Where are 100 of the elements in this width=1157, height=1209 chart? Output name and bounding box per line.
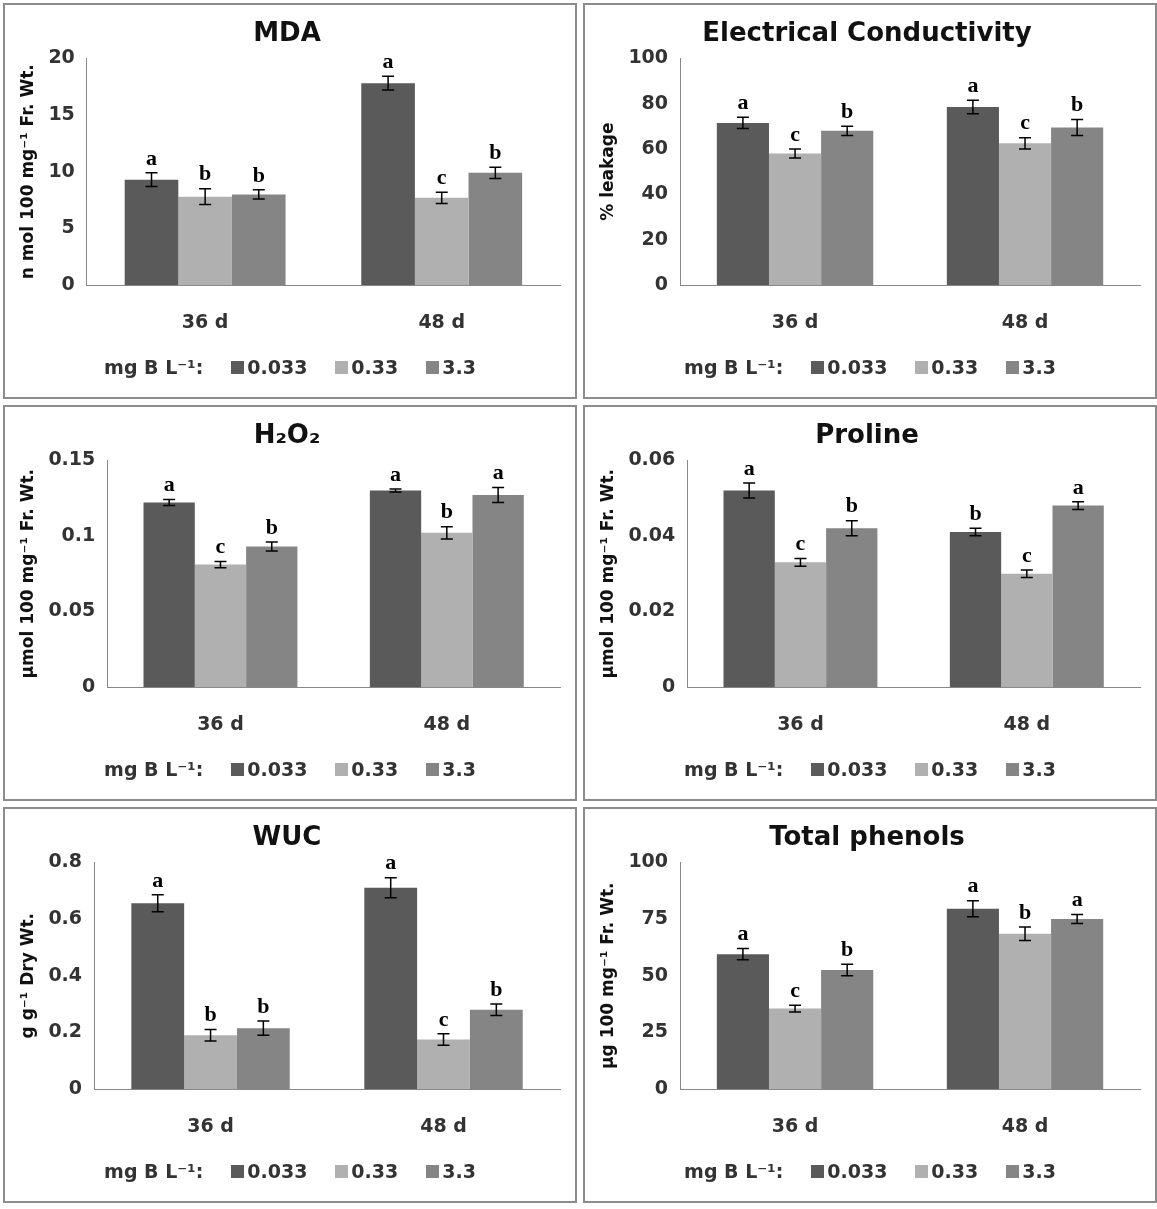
y-tick-label: 10 <box>48 158 75 181</box>
y-tick-label: 0.05 <box>48 598 96 621</box>
legend-title: mg B L⁻¹: <box>684 356 784 378</box>
y-tick-label: 0.02 <box>628 598 676 621</box>
data-label: b <box>1018 898 1032 924</box>
data-label: c <box>790 976 801 1002</box>
data-label: c <box>1021 541 1032 567</box>
data-label: b <box>252 161 265 187</box>
y-tick-label: 0 <box>61 272 75 295</box>
y-axis-title: % leakage <box>596 122 617 221</box>
y-tick-label: 0.1 <box>61 522 96 545</box>
data-label: a <box>1072 473 1084 499</box>
bar <box>361 83 415 286</box>
y-tick-label: 100 <box>628 45 669 68</box>
legend-label: 0.33 <box>351 758 399 780</box>
data-label: a <box>382 48 394 74</box>
x-tick-label: 48 d <box>418 309 466 332</box>
bar <box>178 196 232 286</box>
chart-title: WUC <box>252 821 322 852</box>
data-label: a <box>146 144 158 170</box>
y-tick-label: 0.15 <box>48 447 96 470</box>
chart-title: Proline <box>815 419 919 450</box>
y-tick-label: 15 <box>48 101 75 124</box>
data-label: b <box>489 138 502 164</box>
y-tick-label: 0 <box>662 674 676 697</box>
y-tick-label: 0 <box>654 1076 669 1099</box>
data-label: b <box>440 498 453 524</box>
x-tick-label: 36 d <box>187 1113 234 1136</box>
x-tick-label: 36 d <box>197 711 244 734</box>
bar <box>716 122 769 286</box>
bar <box>998 143 1052 286</box>
data-label: a <box>1071 886 1083 912</box>
data-label: c <box>1020 109 1031 135</box>
data-label: c <box>438 1005 449 1031</box>
bar <box>768 153 822 286</box>
bar <box>421 532 473 688</box>
legend-label: 0.033 <box>827 1160 888 1182</box>
legend-label: 3.3 <box>1022 1160 1056 1182</box>
y-tick-label: 0.2 <box>48 1019 83 1042</box>
y-axis-title: µmol 100 mg⁻¹ Fr. Wt. <box>596 468 617 679</box>
bar <box>417 1039 470 1090</box>
legend-label: 3.3 <box>1022 758 1056 780</box>
bar <box>723 490 775 688</box>
data-label: b <box>204 1001 217 1027</box>
y-tick-label: 0 <box>654 272 669 295</box>
legend-label: 3.3 <box>1022 356 1056 378</box>
data-label: a <box>737 920 749 946</box>
bar <box>184 1035 237 1090</box>
data-label: a <box>492 459 504 485</box>
data-label: b <box>257 992 270 1018</box>
legend-title: mg B L⁻¹: <box>104 1160 204 1182</box>
bar <box>949 532 1002 688</box>
y-tick-label: 60 <box>641 135 669 158</box>
data-label: b <box>841 936 854 962</box>
legend-title: mg B L⁻¹: <box>684 1160 784 1182</box>
y-tick-label: 20 <box>48 45 75 68</box>
y-tick-label: 50 <box>641 962 669 985</box>
x-tick-label: 48 d <box>1003 711 1051 734</box>
data-label: b <box>969 499 982 525</box>
legend-label: 0.33 <box>931 758 979 780</box>
legend-label: 0.033 <box>247 758 308 780</box>
data-label: c <box>215 533 226 559</box>
x-tick-label: 36 d <box>771 1113 819 1136</box>
bar <box>131 903 185 1090</box>
data-label: b <box>199 160 212 186</box>
y-tick-label: 0 <box>68 1076 83 1099</box>
x-tick-label: 36 d <box>777 711 824 734</box>
legend-label: 0.33 <box>351 1160 399 1182</box>
y-tick-label: 0.8 <box>48 849 83 872</box>
bar <box>946 908 999 1090</box>
bar <box>716 954 769 1090</box>
y-tick-label: 0.06 <box>628 447 676 470</box>
legend-label: 0.033 <box>247 356 308 378</box>
data-label: c <box>436 163 447 189</box>
data-label: a <box>737 88 749 114</box>
bar <box>998 933 1052 1090</box>
x-tick-label: 48 d <box>423 711 471 734</box>
data-label: b <box>1071 91 1084 117</box>
bar <box>124 179 179 286</box>
legend-label: 0.33 <box>931 356 979 378</box>
chart-title: Total phenols <box>769 821 965 852</box>
bar <box>414 197 469 286</box>
data-label: a <box>385 849 397 875</box>
legend-label: 3.3 <box>442 1160 476 1182</box>
data-label: a <box>967 71 979 97</box>
y-axis-title: µmol 100 mg⁻¹ Fr. Wt. <box>16 468 37 679</box>
data-label: b <box>845 492 858 518</box>
x-tick-label: 36 d <box>181 309 229 332</box>
data-label: a <box>743 454 755 480</box>
data-label: b <box>265 513 278 539</box>
data-label: a <box>967 872 979 898</box>
legend-label: 3.3 <box>442 758 476 780</box>
bar <box>946 107 999 286</box>
x-tick-label: 48 d <box>1001 309 1049 332</box>
legend-label: 0.33 <box>931 1160 979 1182</box>
legend-title: mg B L⁻¹: <box>104 758 204 780</box>
y-axis-title: g g⁻¹ Dry Wt. <box>16 912 37 1039</box>
x-tick-label: 48 d <box>1001 1113 1049 1136</box>
bar <box>143 502 195 688</box>
y-axis-title: n mol 100 mg⁻¹ Fr. Wt. <box>16 64 37 280</box>
